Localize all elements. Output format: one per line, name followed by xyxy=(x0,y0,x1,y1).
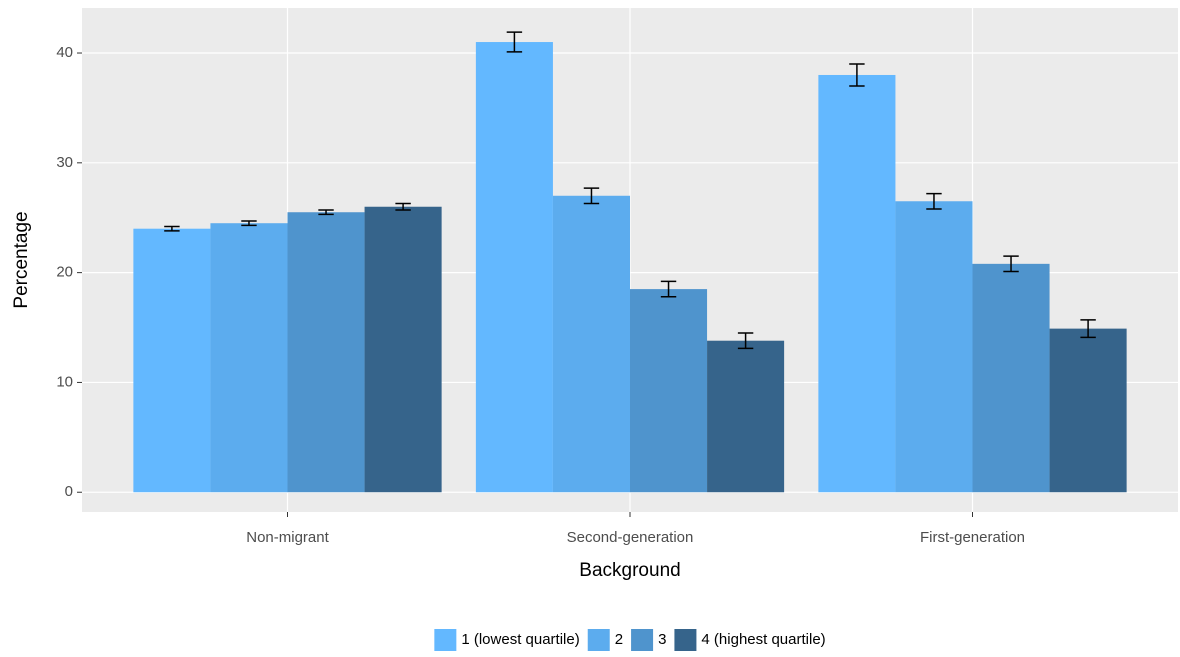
legend-label: 1 (lowest quartile) xyxy=(461,631,579,648)
error-bar xyxy=(583,187,600,205)
y-tick-label: 10 xyxy=(56,373,73,390)
error-bar xyxy=(849,63,865,87)
y-tick-label: 40 xyxy=(56,44,73,61)
y-tick-label: 0 xyxy=(65,483,73,500)
legend-key xyxy=(674,629,697,651)
legend-key xyxy=(631,629,654,651)
bar xyxy=(133,228,211,493)
x-tick-label: Second-generation xyxy=(567,529,694,546)
error-bar xyxy=(1003,255,1019,273)
bar xyxy=(287,212,365,493)
legend-label: 4 (highest quartile) xyxy=(701,631,825,648)
error-bar xyxy=(318,209,334,216)
bar xyxy=(630,289,708,493)
bar xyxy=(818,74,896,493)
error-bar xyxy=(164,225,180,232)
bar xyxy=(1049,328,1127,493)
legend-key xyxy=(587,629,610,651)
legend-label: 2 xyxy=(615,631,623,648)
bar xyxy=(364,206,442,493)
error-bar xyxy=(737,332,754,350)
error-bar xyxy=(926,192,942,210)
error-bar xyxy=(506,31,523,53)
error-bar xyxy=(660,280,677,298)
bar xyxy=(210,223,288,493)
bar xyxy=(475,42,553,493)
bar xyxy=(972,263,1050,493)
error-bar xyxy=(241,220,257,227)
y-tick-label: 30 xyxy=(56,154,73,171)
legend-key xyxy=(434,629,457,651)
bar xyxy=(707,340,785,493)
error-bar xyxy=(395,202,411,211)
bar xyxy=(895,201,973,493)
y-tick-label: 20 xyxy=(56,264,73,281)
error-bar xyxy=(1080,319,1096,339)
x-tick-label: Non-migrant xyxy=(246,529,329,546)
x-axis-title: Background xyxy=(579,560,680,581)
x-tick-label: First-generation xyxy=(920,529,1025,546)
legend-label: 3 xyxy=(658,631,666,648)
bar xyxy=(552,195,630,493)
y-axis-title: Percentage xyxy=(11,211,32,308)
